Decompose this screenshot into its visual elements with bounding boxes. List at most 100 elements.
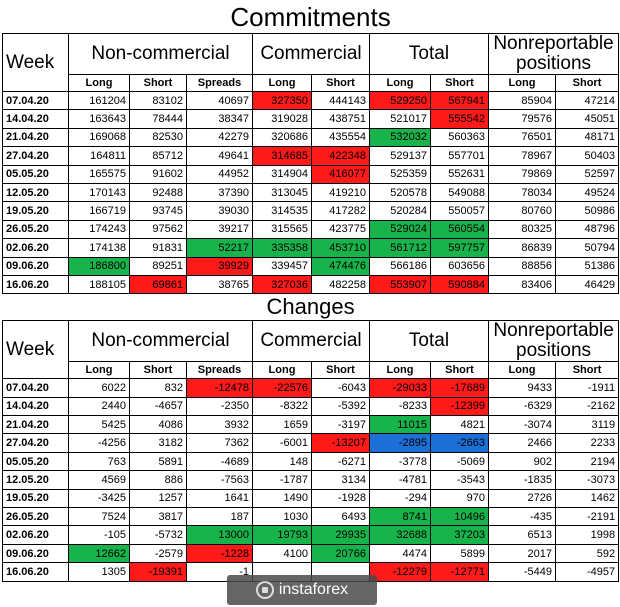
value-cell: 174243 [68,219,130,240]
value-cell: 474476 [311,256,370,276]
value-cell: 314535 [252,201,312,221]
table-row: 12.05.20 170143 92488 37390 313045 419210 5205… [2,182,620,203]
value-cell: -12771 [430,562,489,582]
value-cell: 44952 [186,164,253,184]
value-cell: 78034 [488,182,556,203]
nonreportable-header: Nonreportable positions [487,320,620,363]
value-cell: 37203 [430,525,489,545]
table-row: 27.04.20 164811 85712 49641 314685 422348 5291… [2,146,620,166]
value-cell: -1928 [311,488,370,509]
value-cell: -29033 [369,378,431,398]
value-cell: 438751 [311,109,370,129]
value-cell: 169068 [68,127,130,148]
week-cell: 02.06.20 [2,238,69,258]
subheader-spreads: Spreads [186,361,253,380]
noncommercial-header: Non-commercial [68,320,253,363]
subheader-long: Long [488,361,556,380]
subheader-short: Short [311,361,370,380]
table-row: 02.06.20 174138 91831 52217 335358 453710 5617… [2,238,620,258]
value-cell: 4821 [430,415,489,435]
value-cell: -4689 [186,451,253,472]
value-cell: 590884 [430,274,489,295]
value-cell: -8322 [252,396,312,417]
value-cell: 4086 [129,415,187,435]
subheader-long: Long [488,74,556,92]
changes-table: Changes Week Non-commercial Commercial T… [2,294,620,582]
value-cell: 8741 [369,507,431,527]
value-cell: 92488 [129,182,187,203]
value-cell: 550057 [430,201,489,221]
value-cell: 520578 [369,182,431,203]
subheader-long: Long [252,74,312,92]
week-cell: 05.05.20 [2,451,69,472]
value-cell: -2191 [554,507,620,527]
value-cell: 4100 [252,543,312,564]
value-cell: 1490 [252,488,312,509]
value-cell: -5449 [488,562,556,582]
value-cell: 49524 [554,182,620,203]
value-cell: 1641 [186,488,253,509]
week-cell: 19.05.20 [2,201,69,221]
value-cell: 422348 [311,146,370,166]
value-cell: 529137 [369,146,431,166]
value-cell: 47214 [554,90,620,111]
week-cell: 12.05.20 [2,470,69,490]
value-cell: -2162 [554,396,620,417]
total-header: Total [369,33,489,75]
value-cell: -1228 [186,543,253,564]
value-cell: 186800 [68,256,130,276]
nonreportable-header: Nonreportable positions [487,33,620,75]
value-cell: 19793 [252,525,312,545]
value-cell: 335358 [252,238,312,258]
value-cell: 314904 [252,164,312,184]
value-cell: -12279 [369,562,431,582]
value-cell: 532032 [369,127,431,148]
value-cell: 327036 [252,274,312,295]
table-row: 27.04.20 -4256 3182 7362 -6001 -13207 -2895 -26… [2,433,620,453]
value-cell: 187 [186,507,253,527]
week-cell: 16.06.20 [2,562,69,582]
value-cell: 7362 [186,433,253,453]
week-cell: 21.04.20 [2,415,69,435]
value-cell: 38765 [186,274,253,295]
value-cell: -6329 [488,396,556,417]
value-cell: 1998 [554,525,620,545]
value-cell: 86839 [488,238,556,258]
value-cell: 42279 [186,127,253,148]
value-cell: 163643 [68,109,130,129]
table-row: 21.04.20 169068 82530 42279 320686 435554 5320… [2,127,620,148]
value-cell: 37390 [186,182,253,203]
value-cell: -2350 [186,396,253,417]
value-cell: 2466 [488,433,556,453]
value-cell: 6493 [311,507,370,527]
table-row: 02.06.20 -105 -5732 13000 19793 29935 32688 372… [2,525,620,545]
value-cell: 85904 [488,90,556,111]
value-cell: 78444 [129,109,187,129]
table-row: 19.05.20 -3425 1257 1641 1490 -1928 -294 970 272… [2,488,620,509]
table-row: 07.04.20 6022 832 -12478 -22576 -6043 -29033 -1… [2,378,620,398]
value-cell: -294 [369,488,431,509]
value-cell: 453710 [311,238,370,258]
value-cell: -22576 [252,378,312,398]
value-cell: -5069 [430,451,489,472]
value-cell: 78967 [488,146,556,166]
value-cell: -2895 [369,433,431,453]
value-cell: 97562 [129,219,187,240]
value-cell: 32688 [369,525,431,545]
value-cell: 2017 [488,543,556,564]
commercial-header: Commercial [252,320,370,363]
watermark-text: instaforex [278,581,349,598]
value-cell: 521017 [369,109,431,129]
value-cell: 482258 [311,274,370,295]
commitments-table: Commitments Week Non-commercial Commerci… [2,2,620,295]
value-cell: -12478 [186,378,253,398]
value-cell: -3074 [488,415,556,435]
value-cell: 902 [488,451,556,472]
value-cell: 148 [252,451,312,472]
value-cell: -3197 [311,415,370,435]
week-header: Week [2,33,69,92]
instaforex-watermark: instaforex [227,575,377,605]
commercial-header: Commercial [252,33,370,75]
value-cell: -6043 [311,378,370,398]
value-cell: 2440 [68,396,130,417]
